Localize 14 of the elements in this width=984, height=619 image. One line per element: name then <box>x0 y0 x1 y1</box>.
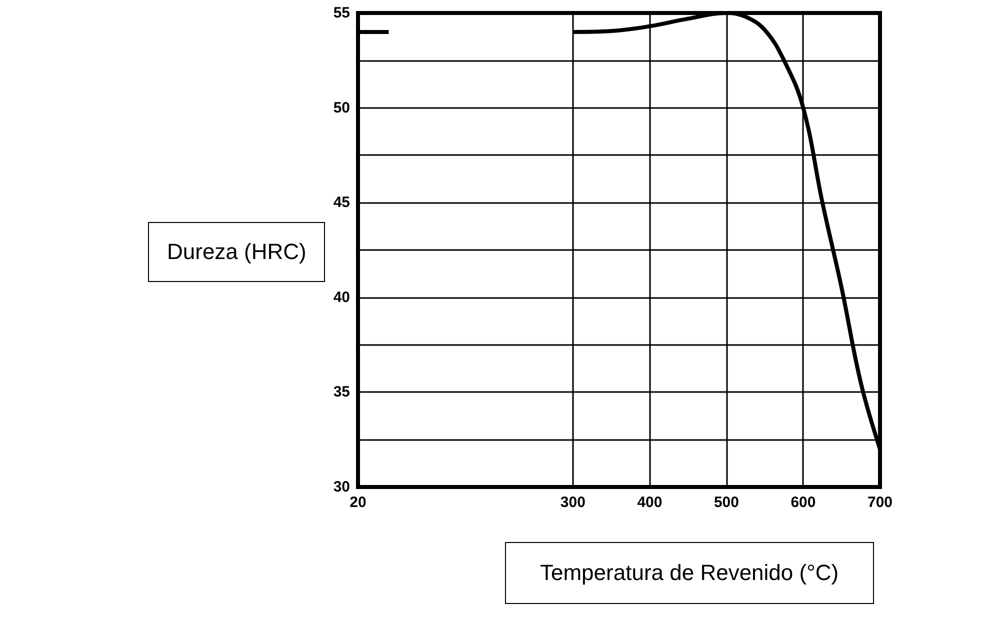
y-axis-title: Dureza (HRC) <box>148 222 326 282</box>
x-tick-label: 300 <box>560 494 586 511</box>
x-tick-label: 400 <box>637 494 662 511</box>
x-tick-label: 600 <box>790 494 816 511</box>
x-tick-label: 20 <box>350 494 366 511</box>
y-tick-label: 50 <box>333 99 350 116</box>
x-tick-label: 500 <box>714 494 739 511</box>
y-tick-label: 45 <box>333 194 350 212</box>
y-tick-label: 30 <box>333 478 350 496</box>
y-tick-label: 40 <box>333 288 350 306</box>
x-axis-title: Temperatura de Revenido (°C) <box>505 542 874 604</box>
x-tick-label: 700 <box>867 494 893 511</box>
y-tick-label: 35 <box>333 384 350 401</box>
y-tick-label: 55 <box>333 4 350 22</box>
